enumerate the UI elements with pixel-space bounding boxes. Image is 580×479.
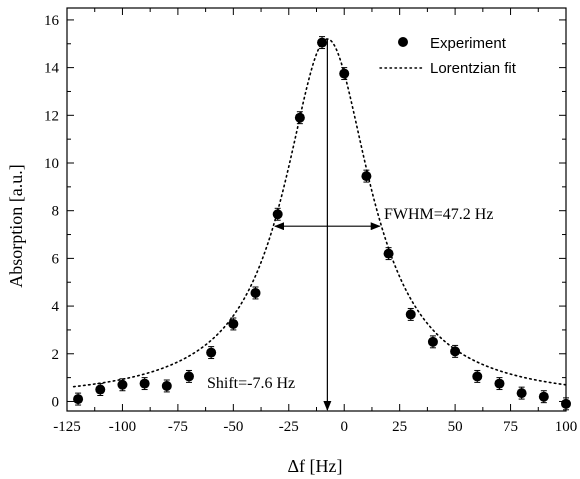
- y-tick-label: 2: [52, 347, 60, 363]
- shift-label: Shift=-7.6 Hz: [207, 375, 295, 392]
- data-point: [339, 68, 350, 79]
- data-point: [472, 371, 483, 382]
- x-tick-label: -100: [109, 419, 137, 435]
- y-tick-label: 0: [52, 394, 60, 410]
- legend: Experiment Lorentzian fit: [379, 35, 517, 77]
- y-tick-label: 10: [44, 156, 59, 172]
- y-tick-label: 12: [44, 108, 59, 124]
- data-point: [383, 248, 394, 259]
- data-point: [139, 378, 150, 389]
- axis-ticks-layer: -125 -100 -75 -50 -25 0 25 50 75 100 0 2 4 6 8 10 12 14 16: [44, 8, 577, 435]
- y-tick-label: 8: [52, 204, 60, 220]
- y-tick-label: 4: [52, 299, 60, 315]
- data-point: [206, 347, 217, 358]
- y-axis-title: Absorption [a.u.]: [6, 164, 26, 287]
- data-point: [405, 309, 416, 320]
- data-point: [317, 37, 328, 48]
- x-tick-label: 75: [503, 419, 518, 435]
- data-point: [494, 378, 505, 389]
- data-point: [450, 346, 461, 357]
- data-point: [272, 209, 283, 220]
- x-axis-title: Δf [Hz]: [287, 456, 342, 476]
- x-tick-label: 50: [448, 419, 463, 435]
- x-tick-label: 0: [340, 419, 348, 435]
- y-tick-label: 16: [44, 13, 60, 29]
- data-point: [516, 388, 527, 399]
- points-layer: [73, 36, 571, 411]
- data-point: [538, 391, 549, 402]
- data-point: [427, 336, 438, 347]
- data-point: [117, 379, 128, 390]
- annotation-layer: [274, 39, 381, 411]
- legend-experiment-marker: [398, 37, 408, 47]
- x-tick-label: -25: [279, 419, 299, 435]
- x-tick-label: -75: [168, 419, 188, 435]
- fwhm-label: FWHM=47.2 Hz: [384, 206, 493, 223]
- y-tick-label: 14: [44, 61, 60, 77]
- legend-experiment-label: Experiment: [430, 35, 507, 52]
- data-point: [294, 112, 305, 123]
- y-tick-label: 6: [52, 251, 60, 267]
- x-tick-label: 25: [392, 419, 407, 435]
- data-point: [73, 394, 84, 405]
- data-point: [228, 318, 239, 329]
- legend-fit-label: Lorentzian fit: [430, 60, 517, 77]
- x-tick-label: -50: [223, 419, 243, 435]
- data-point: [161, 380, 172, 391]
- data-point: [183, 371, 194, 382]
- x-tick-label: -125: [53, 419, 81, 435]
- data-point: [561, 398, 571, 409]
- x-tick-label: 100: [555, 419, 578, 435]
- data-point: [95, 384, 106, 395]
- data-point: [361, 171, 372, 182]
- data-point: [250, 287, 261, 298]
